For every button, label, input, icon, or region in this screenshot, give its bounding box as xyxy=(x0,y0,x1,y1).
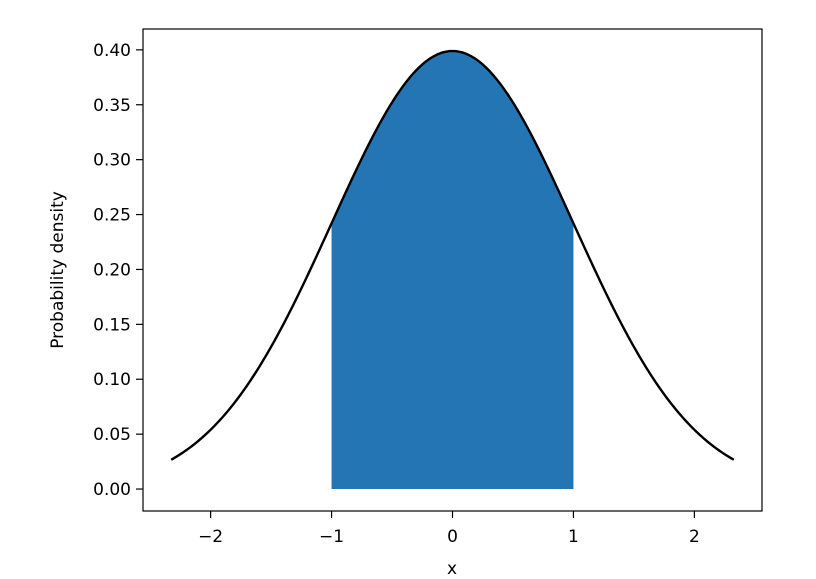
y-tick-label: 0.20 xyxy=(93,260,131,280)
y-axis: 0.00 0.05 0.10 0.15 0.20 0.25 0.30 0.35 0.40 xyxy=(93,41,143,500)
x-tick-label: 0 xyxy=(447,527,458,547)
shaded-area xyxy=(331,51,574,490)
y-tick-label: 0.35 xyxy=(93,96,131,116)
pdf-curve xyxy=(170,49,735,461)
y-tick-label: 0.25 xyxy=(93,206,131,226)
y-tick-label: 0.05 xyxy=(93,425,131,445)
y-tick-label: 0.40 xyxy=(93,41,131,61)
y-tick-label: 0.10 xyxy=(93,370,131,390)
y-tick-label: 0.30 xyxy=(93,151,131,171)
y-tick-label: 0.15 xyxy=(93,315,131,335)
x-axis-label: x xyxy=(447,559,457,579)
x-tick-label: −1 xyxy=(319,527,344,547)
x-tick-label: 2 xyxy=(689,527,700,547)
x-axis: −2 −1 0 1 2 xyxy=(198,511,700,547)
y-tick-label: 0.00 xyxy=(93,480,131,500)
x-tick-label: 1 xyxy=(568,527,579,547)
x-tick-label: −2 xyxy=(198,527,223,547)
y-axis-label: Probability density xyxy=(48,191,68,349)
